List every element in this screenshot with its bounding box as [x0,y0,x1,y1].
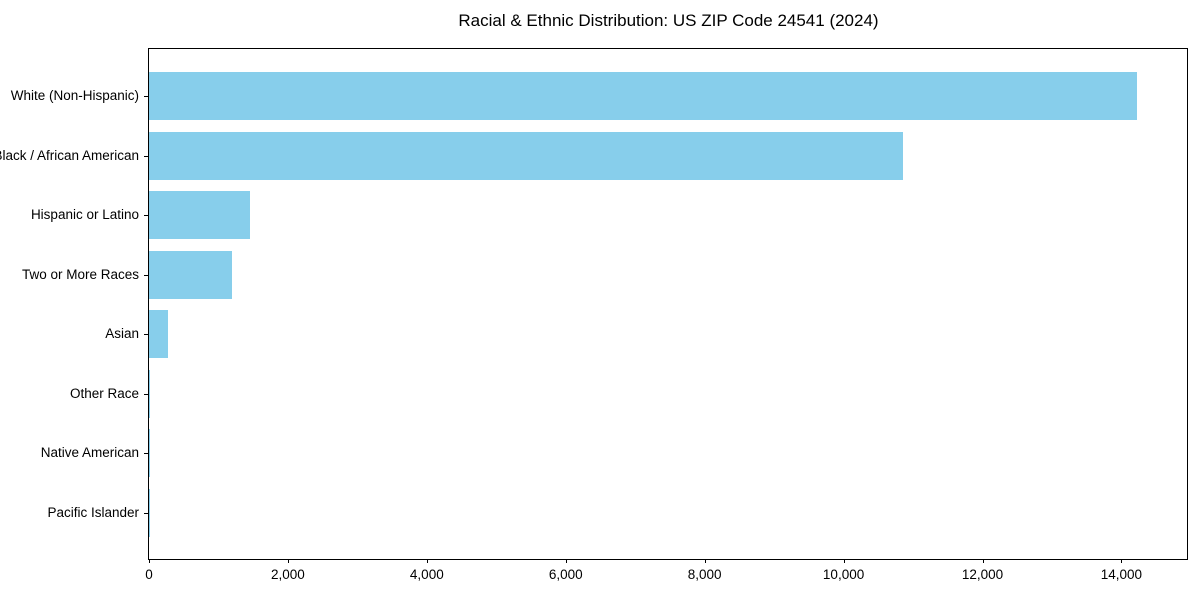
x-tick-mark [843,559,845,563]
y-tick-mark [144,274,148,276]
x-tick-mark [704,559,706,563]
y-tick-label-two-or-more-races: Two or More Races [21,266,139,282]
x-tick-mark [287,559,289,563]
y-tick-mark [144,393,148,395]
plot-area: White (Non-Hispanic) Black / African Amer… [0,48,1188,582]
x-tick-label-12000: 12,000 [961,567,1004,582]
x-tick-mark [149,559,150,563]
x-tick-label-2000: 2,000 [271,567,305,582]
bar-other-race [149,369,151,418]
y-tick-label-asian: Asian [105,326,139,342]
y-tick-label-native-american: Native American [40,445,139,461]
bar-two-or-more-races [149,250,233,299]
y-tick-label-pacific-islander: Pacific Islander [47,504,139,520]
bar-white-non-hispanic [149,72,1138,120]
y-tick-label-hispanic-or-latino: Hispanic or Latino [30,207,139,223]
y-tick-label-white-non-hispanic: White (Non-Hispanic) [10,88,139,103]
y-tick-mark [144,155,148,157]
chart-title: Racial & Ethnic Distribution: US ZIP Cod… [458,11,879,30]
bar-hispanic-or-latino [149,191,251,240]
x-tick-mark [426,559,428,563]
x-tick-mark [565,559,567,563]
y-tick-label-black-african-american: Black / African American [0,147,139,163]
x-tick-mark [982,559,984,563]
y-tick-mark [144,453,148,455]
y-tick-mark [144,334,148,336]
bar-black-african-american [149,131,904,180]
x-tick-label-8000: 8,000 [687,567,722,582]
x-tick-label-10000: 10,000 [822,567,865,582]
y-tick-mark [144,215,148,217]
x-tick-label-6000: 6,000 [548,567,583,582]
x-tick-label-4000: 4,000 [409,567,444,582]
bar-asian [149,310,169,359]
y-tick-label-other-race: Other Race [69,385,139,401]
x-tick-mark [1121,559,1123,563]
bar-native-american [149,429,150,478]
x-tick-label-14000: 14,000 [1100,567,1143,582]
x-tick-label-0: 0 [145,567,153,582]
y-tick-mark [144,96,148,97]
y-tick-mark [144,512,148,514]
